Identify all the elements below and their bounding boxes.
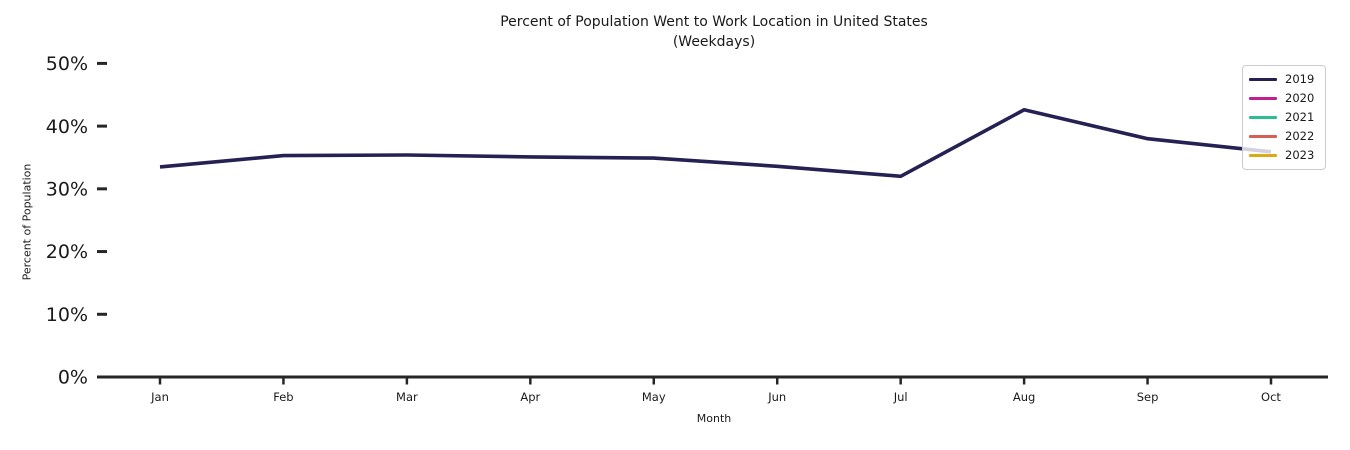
x-axis-label: Month	[696, 412, 732, 425]
legend-label-2021: 2021	[1285, 109, 1315, 124]
legend-entry-2019: 2019	[1249, 71, 1319, 88]
legend-label-2020: 2020	[1285, 90, 1315, 105]
y-tick-label: 50%	[46, 53, 88, 75]
legend-label-2022: 2022	[1285, 128, 1315, 143]
legend-swatch-2022	[1249, 134, 1277, 139]
y-tick-label: 20%	[46, 241, 88, 263]
x-tick-label: Oct	[1261, 390, 1281, 404]
legend-entry-2022: 2022	[1249, 128, 1319, 145]
x-tick-label: Jun	[767, 390, 786, 404]
y-tick-label: 30%	[46, 178, 88, 200]
chart-title-line1: Percent of Population Went to Work Locat…	[500, 14, 928, 30]
legend-entry-2021: 2021	[1249, 109, 1319, 126]
x-tick-label: Apr	[520, 390, 540, 404]
legend-swatch-2020	[1249, 96, 1277, 101]
legend-label-2023: 2023	[1285, 147, 1315, 162]
legend-swatch-2021	[1249, 115, 1277, 120]
y-tick-label: 10%	[46, 304, 88, 326]
y-tick-label: 0%	[58, 367, 88, 389]
legend-label-2019: 2019	[1285, 71, 1315, 86]
x-tick-label: May	[642, 390, 666, 404]
chart-title-line2: (Weekdays)	[672, 33, 756, 50]
x-tick-label: Feb	[273, 390, 293, 404]
x-tick-label: Jul	[893, 390, 908, 404]
legend-swatch-2019	[1249, 77, 1277, 82]
legend-swatch-2023	[1249, 153, 1277, 158]
chart-title: Percent of Population Went to Work Locat…	[100, 13, 1328, 52]
legend: 2019 2020 2021 2022 2023	[1242, 65, 1326, 170]
y-tick-label: 40%	[46, 116, 88, 138]
legend-entry-2020: 2020	[1249, 90, 1319, 107]
x-tick-label: Mar	[396, 390, 418, 404]
legend-entry-2023: 2023	[1249, 147, 1319, 164]
x-tick-label: Aug	[1013, 390, 1035, 404]
series-line-2019	[159, 107, 1272, 179]
x-tick-label: Jan	[150, 390, 169, 404]
x-tick-label: Sep	[1137, 390, 1159, 404]
